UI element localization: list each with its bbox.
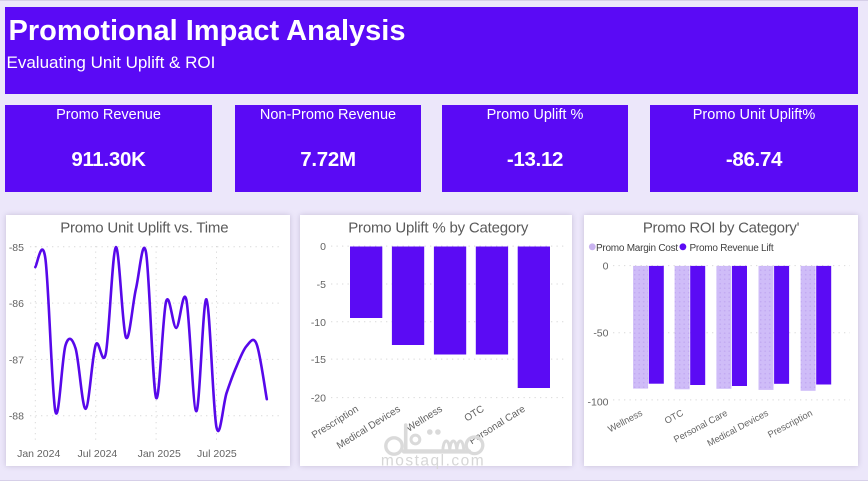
svg-text:-5: -5: [317, 279, 326, 291]
svg-text:0: 0: [603, 261, 609, 273]
svg-text:0: 0: [320, 241, 326, 253]
svg-text:Promo Unit Uplift vs. Time: Promo Unit Uplift vs. Time: [60, 220, 228, 237]
svg-text:Promo Margin Cost: Promo Margin Cost: [596, 243, 678, 254]
svg-text:Wellness: Wellness: [606, 408, 644, 435]
svg-text:Jan 2024: Jan 2024: [17, 448, 60, 460]
svg-text:OTC: OTC: [663, 408, 685, 426]
svg-text:-10: -10: [311, 317, 326, 329]
svg-text:Promo ROI by Category': Promo ROI by Category': [643, 220, 800, 237]
svg-text:Jul 2024: Jul 2024: [78, 448, 118, 460]
svg-text:Jan 2025: Jan 2025: [138, 448, 181, 460]
svg-text:-20: -20: [311, 393, 326, 405]
svg-text:-15: -15: [311, 354, 326, 366]
svg-text:Prescription: Prescription: [766, 408, 814, 440]
svg-text:-50: -50: [593, 328, 608, 340]
svg-text:-85: -85: [9, 242, 24, 254]
svg-text:-88: -88: [9, 411, 24, 423]
svg-text:Jul 2025: Jul 2025: [197, 448, 237, 460]
svg-text:-86: -86: [9, 298, 24, 310]
svg-text:-100: -100: [587, 396, 608, 408]
svg-text:mostaql.com: mostaql.com: [381, 453, 485, 470]
svg-text:Promo Uplift % by Category: Promo Uplift % by Category: [348, 220, 529, 237]
svg-text:-87: -87: [9, 354, 24, 366]
svg-text:Promo Revenue Lift: Promo Revenue Lift: [690, 243, 774, 254]
